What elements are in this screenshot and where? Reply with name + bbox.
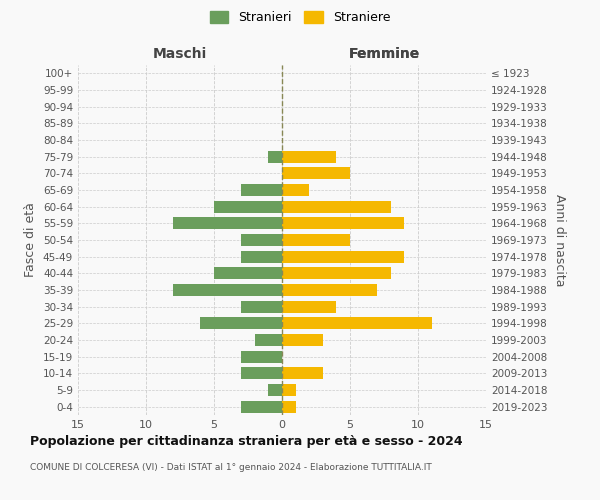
Bar xyxy=(282,300,337,312)
Bar xyxy=(282,234,350,246)
Bar xyxy=(173,284,282,296)
Bar xyxy=(282,268,391,280)
Text: Femmine: Femmine xyxy=(349,48,419,62)
Bar xyxy=(282,334,323,346)
Bar xyxy=(255,334,282,346)
Text: COMUNE DI COLCERESA (VI) - Dati ISTAT al 1° gennaio 2024 - Elaborazione TUTTITAL: COMUNE DI COLCERESA (VI) - Dati ISTAT al… xyxy=(30,462,432,471)
Bar xyxy=(282,318,431,330)
Bar xyxy=(214,200,282,212)
Bar xyxy=(282,200,391,212)
Y-axis label: Fasce di età: Fasce di età xyxy=(25,202,37,278)
Bar xyxy=(282,168,350,179)
Bar xyxy=(268,384,282,396)
Bar xyxy=(173,218,282,230)
Y-axis label: Anni di nascita: Anni di nascita xyxy=(553,194,566,286)
Bar xyxy=(282,284,377,296)
Bar xyxy=(200,318,282,330)
Bar xyxy=(241,400,282,412)
Text: Popolazione per cittadinanza straniera per età e sesso - 2024: Popolazione per cittadinanza straniera p… xyxy=(30,435,463,448)
Text: Maschi: Maschi xyxy=(153,48,207,62)
Bar xyxy=(282,150,337,162)
Bar xyxy=(282,368,323,380)
Bar xyxy=(268,150,282,162)
Bar xyxy=(282,400,296,412)
Bar xyxy=(282,384,296,396)
Bar xyxy=(282,250,404,262)
Legend: Stranieri, Straniere: Stranieri, Straniere xyxy=(205,6,395,29)
Bar xyxy=(241,234,282,246)
Bar xyxy=(241,350,282,362)
Bar xyxy=(241,250,282,262)
Bar xyxy=(241,300,282,312)
Bar xyxy=(282,184,309,196)
Bar xyxy=(241,184,282,196)
Bar xyxy=(241,368,282,380)
Bar xyxy=(214,268,282,280)
Bar xyxy=(282,218,404,230)
Text: Femmine: Femmine xyxy=(349,48,419,62)
